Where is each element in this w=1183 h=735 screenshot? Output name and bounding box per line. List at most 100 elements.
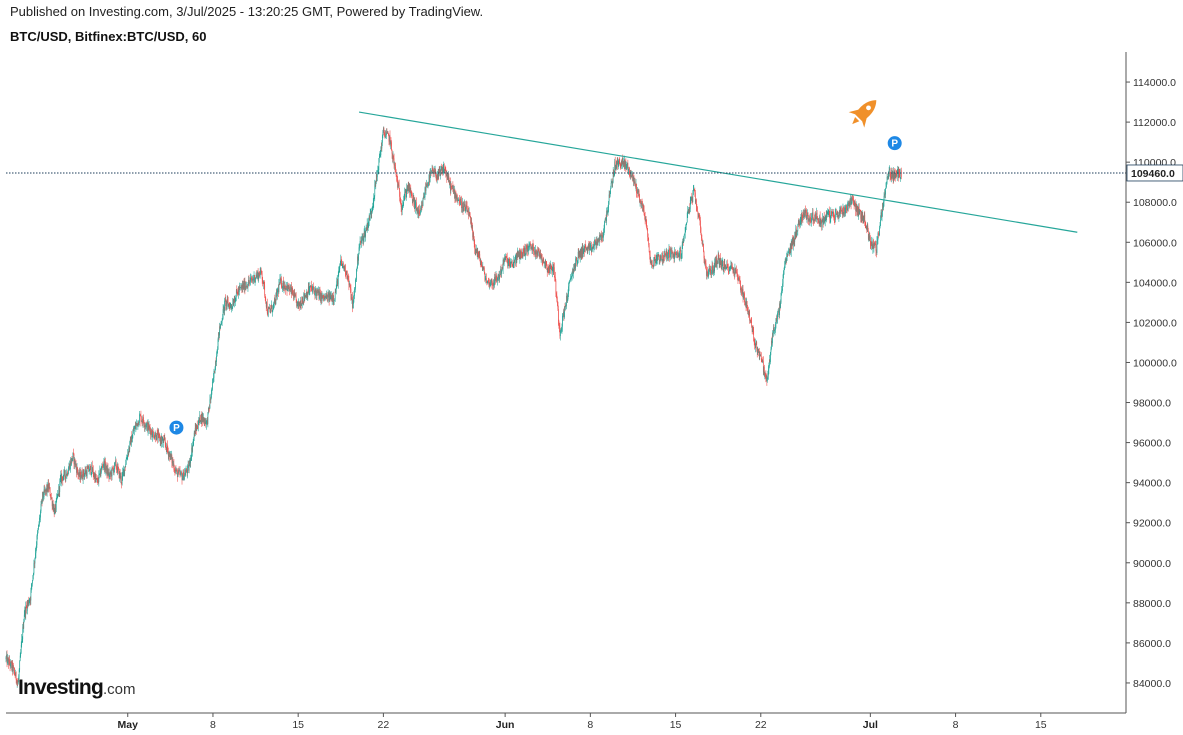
candle-body — [840, 207, 842, 211]
candle — [523, 247, 525, 257]
candle-body — [135, 425, 137, 429]
candle — [325, 293, 326, 301]
candle — [254, 274, 255, 284]
candle-body — [83, 474, 85, 477]
candle-body — [631, 175, 632, 178]
candle — [564, 302, 566, 312]
candle — [587, 247, 589, 255]
candle — [626, 164, 628, 170]
candle-body — [433, 172, 434, 174]
candle — [544, 259, 546, 269]
candle — [474, 244, 476, 256]
candle — [89, 464, 91, 472]
candle — [35, 548, 36, 560]
candle-body — [407, 188, 409, 190]
candle — [294, 288, 295, 298]
candle-body — [778, 311, 780, 316]
candle — [608, 190, 610, 205]
candle — [161, 435, 163, 445]
candle — [323, 295, 325, 301]
candle-body — [619, 163, 621, 166]
candle-body — [196, 425, 198, 431]
candle-body — [179, 470, 181, 475]
candle — [417, 207, 419, 218]
candle-body — [373, 196, 375, 197]
candle — [556, 291, 558, 303]
candle — [181, 470, 182, 475]
candle-body — [307, 293, 309, 297]
candle-body — [645, 219, 647, 223]
candle — [422, 200, 423, 208]
candle-body — [697, 211, 699, 215]
candle — [797, 219, 799, 226]
candle-body — [830, 211, 832, 218]
candle — [158, 433, 160, 439]
candle-body — [271, 305, 273, 312]
candle — [12, 664, 14, 674]
candle-body — [403, 200, 405, 203]
candle — [456, 194, 457, 201]
candle — [605, 217, 606, 221]
candle-body — [380, 147, 382, 155]
candle-body — [750, 320, 751, 322]
candle — [111, 468, 112, 481]
candle-body — [103, 460, 105, 465]
candle — [516, 253, 518, 264]
candle-body — [206, 419, 208, 421]
candle-body — [781, 289, 783, 291]
candle-body — [197, 424, 199, 429]
candle-body — [387, 131, 389, 134]
candle-body — [279, 278, 281, 285]
candle — [189, 458, 190, 467]
candle — [825, 210, 827, 221]
candle — [262, 276, 264, 287]
candle — [128, 446, 130, 453]
candle-body — [743, 293, 745, 294]
candle — [133, 425, 135, 436]
candle — [179, 465, 181, 478]
candle-body — [319, 291, 321, 293]
candle — [116, 463, 118, 474]
candle-body — [641, 203, 643, 205]
candle — [652, 264, 654, 268]
candle — [444, 165, 446, 172]
candle-body — [742, 288, 743, 294]
candle — [521, 248, 522, 258]
candle — [193, 436, 195, 446]
candle — [516, 247, 518, 258]
candle-body — [508, 260, 510, 262]
candle — [149, 424, 150, 432]
candle-body — [524, 247, 526, 256]
candle — [280, 277, 281, 284]
candle — [176, 467, 177, 475]
candle — [141, 420, 142, 422]
candle — [492, 282, 494, 286]
candle-body — [552, 264, 554, 272]
candle — [117, 463, 119, 474]
candle-body — [685, 226, 687, 228]
candle — [240, 283, 242, 291]
candle — [646, 225, 648, 231]
candle-body — [280, 278, 281, 281]
candle-body — [558, 320, 560, 325]
candle — [397, 182, 399, 189]
candle — [301, 296, 303, 309]
candle-body — [240, 286, 242, 288]
candle-body — [157, 432, 159, 440]
candle-body — [287, 284, 288, 292]
candle — [637, 187, 638, 195]
candle-body — [715, 260, 716, 267]
candle-body — [815, 213, 816, 220]
candle-body — [532, 244, 533, 250]
candle-body — [324, 296, 325, 300]
candle-body — [263, 281, 265, 286]
candle — [742, 285, 744, 303]
candle — [582, 248, 584, 258]
candle — [737, 268, 738, 281]
candle-body — [349, 283, 350, 285]
candle — [74, 457, 75, 470]
candle — [599, 232, 600, 247]
candle — [308, 283, 310, 294]
candle — [60, 470, 62, 483]
